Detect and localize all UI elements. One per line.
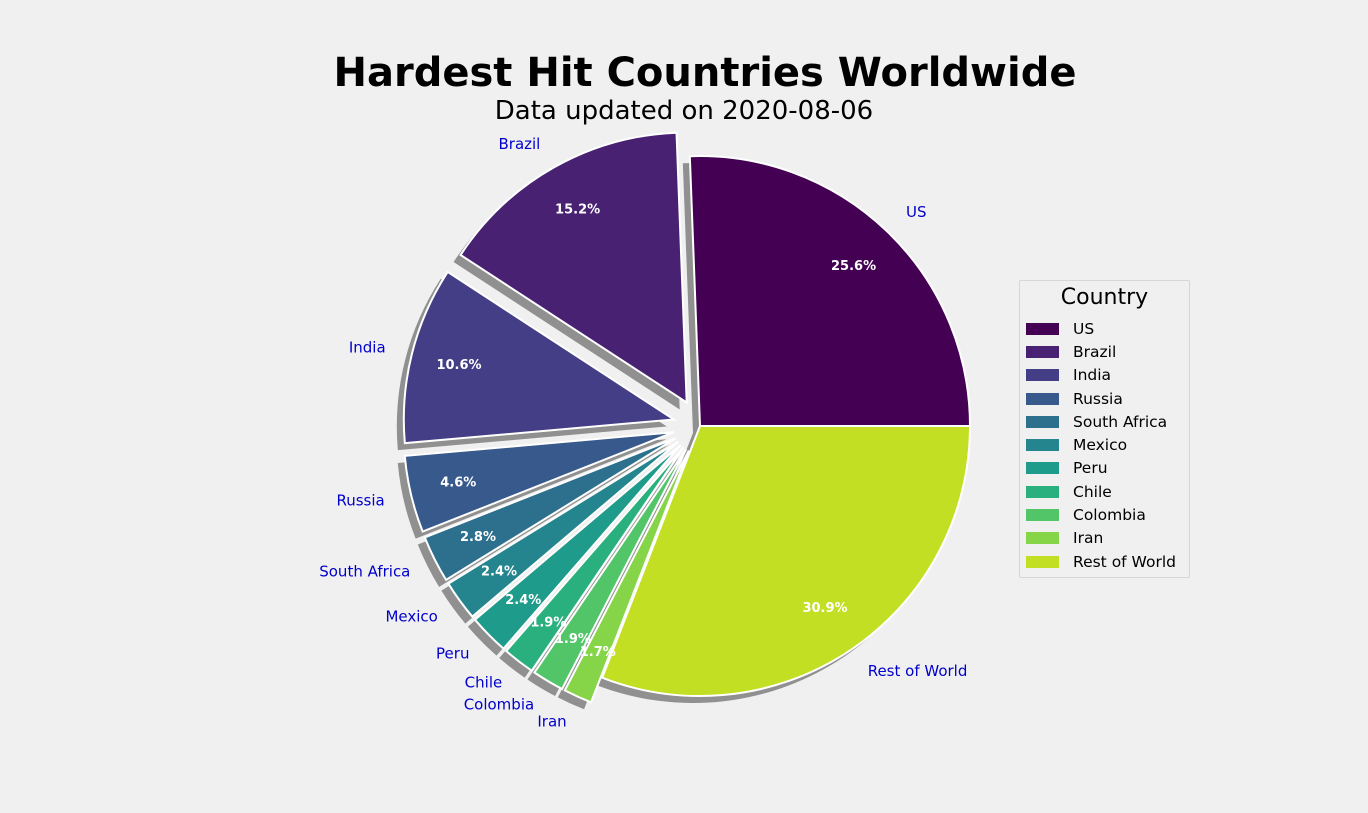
legend-item-russia: Russia bbox=[1026, 387, 1183, 410]
slice-label-peru: Peru bbox=[436, 645, 469, 663]
legend-item-colombia: Colombia bbox=[1026, 503, 1183, 526]
legend-title: Country bbox=[1060, 285, 1149, 310]
legend-label-iran: Iran bbox=[1073, 529, 1104, 548]
legend-swatch-chile bbox=[1026, 485, 1059, 498]
legend-swatch-rest-of-world bbox=[1026, 555, 1059, 568]
legend-item-india: India bbox=[1026, 364, 1183, 387]
legend-label-us: US bbox=[1073, 319, 1095, 338]
legend-item-mexico: Mexico bbox=[1026, 433, 1183, 456]
slice-south-africa bbox=[423, 437, 677, 582]
slice-label-colombia: Colombia bbox=[464, 695, 535, 713]
slice-pct-india: 10.6% bbox=[436, 358, 481, 373]
slice-label-russia: Russia bbox=[336, 492, 384, 510]
slice-iran bbox=[563, 450, 690, 704]
legend-label-colombia: Colombia bbox=[1073, 506, 1146, 525]
slice-pct-iran: 1.7% bbox=[580, 645, 616, 660]
slice-label-mexico: Mexico bbox=[385, 607, 437, 625]
slice-label-chile: Chile bbox=[465, 674, 503, 692]
slice-pct-mexico: 2.4% bbox=[481, 565, 517, 580]
legend-label-mexico: Mexico bbox=[1073, 436, 1128, 455]
slice-us bbox=[688, 155, 972, 427]
legend-item-us: US bbox=[1026, 317, 1183, 340]
legend-items: US Brazil India Russia South Africa Mexico Per… bbox=[1026, 317, 1183, 573]
chart-title: Hardest Hit Countries Worldwide bbox=[333, 50, 1077, 96]
slice-pct-rest-of-world: 30.9% bbox=[802, 601, 847, 616]
legend-label-rest-of-world: Rest of World bbox=[1073, 552, 1176, 571]
slice-label-india: India bbox=[349, 338, 386, 356]
slice-mexico bbox=[447, 441, 679, 618]
legend-swatch-south-africa bbox=[1026, 415, 1059, 428]
slice-pct-colombia: 1.9% bbox=[555, 632, 591, 647]
legend-swatch-russia bbox=[1026, 392, 1059, 405]
slice-brazil bbox=[459, 131, 688, 405]
legend-item-brazil: Brazil bbox=[1026, 340, 1183, 363]
legend-label-russia: Russia bbox=[1073, 389, 1123, 408]
legend-item-iran: Iran bbox=[1026, 527, 1183, 550]
slice-label-south-africa: South Africa bbox=[319, 562, 410, 580]
slice-labels: US 25.6% Brazil 15.2% India 10.6% Russia 4.6% So… bbox=[319, 135, 967, 730]
slice-colombia bbox=[533, 448, 688, 691]
slice-rest-of-world bbox=[600, 425, 972, 697]
slice-pct-chile: 1.9% bbox=[530, 615, 566, 630]
slice-label-brazil: Brazil bbox=[498, 135, 540, 153]
slice-pct-us: 25.6% bbox=[831, 259, 876, 274]
legend-label-brazil: Brazil bbox=[1073, 342, 1117, 361]
slice-india bbox=[402, 270, 677, 445]
slice-pct-south-africa: 2.8% bbox=[460, 530, 496, 545]
legend-swatch-us bbox=[1026, 322, 1059, 335]
slice-pct-brazil: 15.2% bbox=[555, 202, 600, 217]
slice-pct-peru: 2.4% bbox=[505, 593, 541, 608]
slice-label-iran: Iran bbox=[537, 712, 566, 730]
legend-swatch-colombia bbox=[1026, 509, 1059, 522]
legend-swatch-mexico bbox=[1026, 439, 1059, 452]
chart-subtitle: Data updated on 2020-08-06 bbox=[494, 96, 874, 126]
legend-label-south-africa: South Africa bbox=[1073, 412, 1168, 431]
slice-russia bbox=[403, 431, 675, 533]
legend-item-peru: Peru bbox=[1026, 457, 1183, 480]
legend-label-peru: Peru bbox=[1073, 459, 1108, 478]
legend-item-south-africa: South Africa bbox=[1026, 410, 1183, 433]
legend-swatch-brazil bbox=[1026, 345, 1059, 358]
slice-chile bbox=[504, 446, 685, 673]
legend-swatch-india bbox=[1026, 369, 1059, 382]
legend-swatch-peru bbox=[1026, 462, 1059, 475]
legend-swatch-iran bbox=[1026, 532, 1059, 545]
legend-label-india: India bbox=[1073, 366, 1112, 385]
legend: Country US Brazil India Russia South Africa M… bbox=[1019, 280, 1190, 579]
slices bbox=[402, 131, 972, 704]
slice-pct-russia: 4.6% bbox=[440, 476, 476, 491]
slice-peru bbox=[473, 444, 682, 651]
legend-label-chile: Chile bbox=[1073, 482, 1112, 501]
slice-label-us: US bbox=[906, 203, 927, 221]
slice-label-rest-of-world: Rest of World bbox=[868, 662, 968, 680]
legend-item-chile: Chile bbox=[1026, 480, 1183, 503]
legend-item-rest-of-world: Rest of World bbox=[1026, 550, 1183, 573]
